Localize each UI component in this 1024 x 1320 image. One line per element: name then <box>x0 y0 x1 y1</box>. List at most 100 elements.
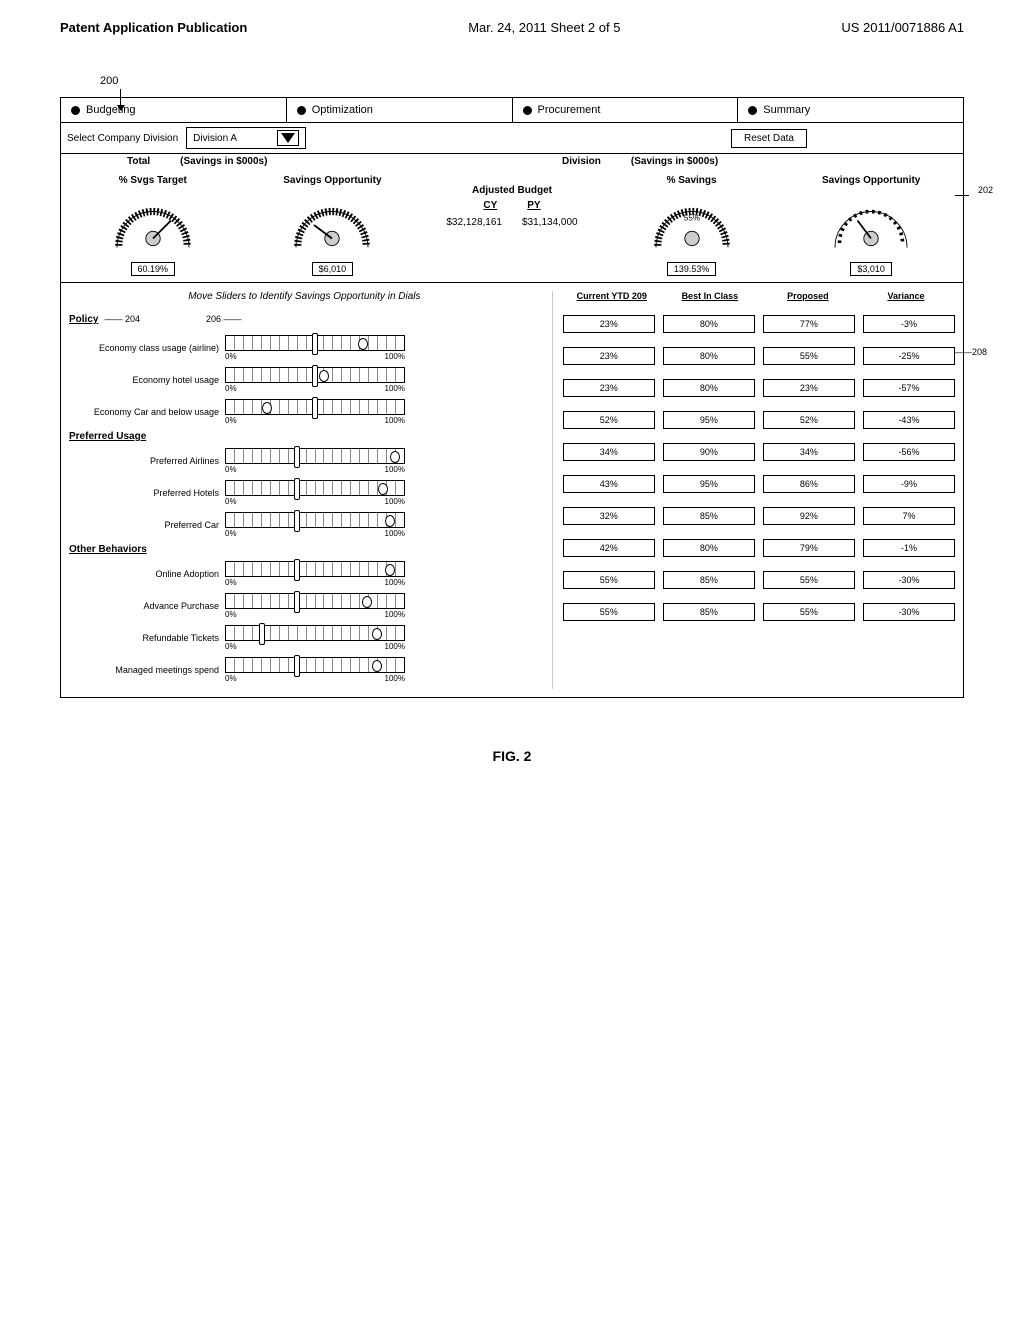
slider-marker[interactable] <box>319 370 329 382</box>
slider-thumb[interactable] <box>294 446 300 468</box>
data-cell: 79% <box>763 539 855 557</box>
slider[interactable] <box>225 561 405 577</box>
pub-header-center: Mar. 24, 2011 Sheet 2 of 5 <box>468 20 620 35</box>
slider-thumb[interactable] <box>312 397 318 419</box>
tab-label: Budgeting <box>86 104 136 116</box>
slider-label: Economy hotel usage <box>69 375 219 385</box>
data-cell: 23% <box>763 379 855 397</box>
reference-200: 200 <box>100 75 964 87</box>
slider-thumb[interactable] <box>294 591 300 613</box>
data-cell: 90% <box>663 443 755 461</box>
slider-marker[interactable] <box>390 451 400 463</box>
data-row: 52%95%52%-43% <box>563 411 955 429</box>
slider-thumb[interactable] <box>294 478 300 500</box>
data-cell: 55% <box>763 347 855 365</box>
slider[interactable] <box>225 448 405 464</box>
data-row: 42%80%79%-1% <box>563 539 955 557</box>
data-row: 23%80%77%-3% <box>563 315 955 333</box>
slider-row: Economy Car and below usage0%100% <box>69 399 540 425</box>
gauge-savings-opp-div: Savings Opportunity $3,010 202 <box>785 175 957 276</box>
slider[interactable] <box>225 480 405 496</box>
slider[interactable] <box>225 512 405 528</box>
slider-label: Preferred Hotels <box>69 488 219 498</box>
dropdown-button[interactable] <box>277 130 299 146</box>
data-cell: 85% <box>663 507 755 525</box>
division-header: Division <box>562 156 601 167</box>
slider-row: Economy class usage (airline)0%100% <box>69 335 540 361</box>
chevron-down-icon <box>281 133 295 143</box>
data-cell: 95% <box>663 475 755 493</box>
data-cell: 42% <box>563 539 655 557</box>
slider-marker[interactable] <box>385 515 395 527</box>
reset-button[interactable]: Reset Data <box>731 129 807 148</box>
radio-icon <box>297 106 306 115</box>
slider-marker[interactable] <box>372 660 382 672</box>
slider-thumb[interactable] <box>312 365 318 387</box>
col-proposed: Proposed <box>759 291 857 301</box>
col-current: Current YTD 209 <box>563 291 661 301</box>
slider[interactable] <box>225 367 405 383</box>
division-select[interactable]: Division A <box>186 127 306 149</box>
data-row: 55%85%55%-30% <box>563 603 955 621</box>
data-row: 23%80%55%-25%——208 <box>563 347 955 365</box>
gauge-title: % Svgs Target <box>67 175 239 186</box>
slider-marker[interactable] <box>385 564 395 576</box>
radio-icon <box>71 106 80 115</box>
total-header: Total <box>127 156 150 167</box>
data-cell: 32% <box>563 507 655 525</box>
data-cell: 52% <box>563 411 655 429</box>
data-cell: -9% <box>863 475 955 493</box>
py-label: PY <box>527 200 540 211</box>
slider-thumb[interactable] <box>312 333 318 355</box>
tab-summary[interactable]: Summary <box>738 98 963 122</box>
slider[interactable] <box>225 625 405 641</box>
data-cell: 52% <box>763 411 855 429</box>
gauge-title: % Savings <box>606 175 778 186</box>
tab-budgeting[interactable]: Budgeting <box>61 98 287 122</box>
radio-icon <box>748 106 757 115</box>
data-row: 23%80%23%-57% <box>563 379 955 397</box>
reference-202: 202 <box>978 185 993 195</box>
reference-208: ——208 <box>954 347 987 357</box>
data-cell: -3% <box>863 315 955 333</box>
data-row: 43%95%86%-9% <box>563 475 955 493</box>
slider-marker[interactable] <box>372 628 382 640</box>
tab-label: Procurement <box>538 104 601 116</box>
slider-row: Preferred Airlines0%100% <box>69 448 540 474</box>
slider-thumb[interactable] <box>294 655 300 677</box>
slider-label: Online Adoption <box>69 569 219 579</box>
slider-marker[interactable] <box>358 338 368 350</box>
slider-label: Refundable Tickets <box>69 633 219 643</box>
slider-row: Online Adoption0%100% <box>69 561 540 587</box>
slider-marker[interactable] <box>378 483 388 495</box>
slider-marker[interactable] <box>362 596 372 608</box>
slider-marker[interactable] <box>262 402 272 414</box>
data-cell: 77% <box>763 315 855 333</box>
gauge-savings-opp-total: Savings Opportunity $6,010 <box>247 175 419 276</box>
data-cell: 80% <box>663 379 755 397</box>
slider[interactable] <box>225 593 405 609</box>
data-cell: 34% <box>763 443 855 461</box>
data-cell: -1% <box>863 539 955 557</box>
slider[interactable] <box>225 335 405 351</box>
slider-thumb[interactable] <box>259 623 265 645</box>
data-cell: -25% <box>863 347 955 365</box>
slider-label: Economy class usage (airline) <box>69 343 219 353</box>
slider-thumb[interactable] <box>294 559 300 581</box>
data-cell: 86% <box>763 475 855 493</box>
pub-header-right: US 2011/0071886 A1 <box>841 20 964 35</box>
slider-row: Preferred Hotels0%100% <box>69 480 540 506</box>
slider[interactable] <box>225 399 405 415</box>
gauge-title: Savings Opportunity <box>247 175 419 186</box>
data-cell: 95% <box>663 411 755 429</box>
slider[interactable] <box>225 657 405 673</box>
slider-hint: Move Sliders to Identify Savings Opportu… <box>69 291 540 302</box>
svg-text:55%: 55% <box>683 214 699 223</box>
radio-icon <box>523 106 532 115</box>
cy-value: $32,128,161 <box>446 217 502 228</box>
category-other: Other Behaviors <box>69 544 540 555</box>
tab-optimization[interactable]: Optimization <box>287 98 513 122</box>
slider-thumb[interactable] <box>294 510 300 532</box>
tab-procurement[interactable]: Procurement <box>513 98 739 122</box>
gauge-value: $3,010 <box>850 262 892 276</box>
